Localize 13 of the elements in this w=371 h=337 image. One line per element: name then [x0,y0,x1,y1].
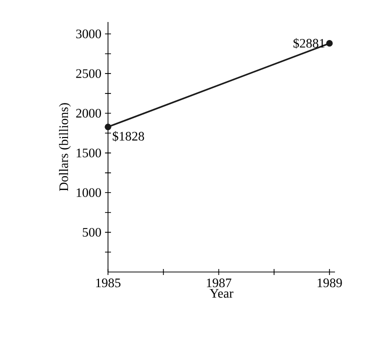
data-label: $1828 [112,131,144,142]
data-label: $2881 [293,38,325,49]
x-tick-label: 1985 [96,278,120,288]
y-tick-label: 3000 [76,30,102,38]
y-tick-label: 1500 [76,148,102,158]
y-tick-label: 500 [82,228,102,237]
y-tick-label: 2000 [76,108,102,118]
x-tick-label: 1989 [318,278,342,288]
y-tick-label: 2500 [76,69,102,78]
y-tick-label: 1000 [76,188,102,197]
x-tick-label: 1987 [206,278,232,288]
x-axis-title: Year [210,289,234,298]
y-axis-title: Dollars (billions) [59,103,71,192]
